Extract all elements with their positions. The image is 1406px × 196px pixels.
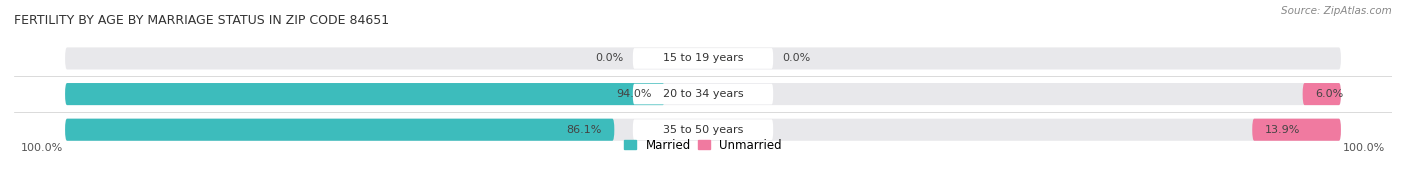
FancyBboxPatch shape bbox=[65, 47, 1341, 70]
FancyBboxPatch shape bbox=[65, 119, 614, 141]
Text: 86.1%: 86.1% bbox=[567, 125, 602, 135]
FancyBboxPatch shape bbox=[1302, 83, 1341, 105]
Text: 0.0%: 0.0% bbox=[783, 54, 811, 64]
Text: 100.0%: 100.0% bbox=[1343, 143, 1385, 153]
Legend: Married, Unmarried: Married, Unmarried bbox=[620, 134, 786, 156]
Text: 94.0%: 94.0% bbox=[616, 89, 652, 99]
Text: 100.0%: 100.0% bbox=[21, 143, 63, 153]
Text: 0.0%: 0.0% bbox=[595, 54, 623, 64]
FancyBboxPatch shape bbox=[1253, 119, 1341, 141]
FancyBboxPatch shape bbox=[633, 119, 773, 140]
FancyBboxPatch shape bbox=[65, 119, 1341, 141]
FancyBboxPatch shape bbox=[65, 83, 1341, 105]
Text: 35 to 50 years: 35 to 50 years bbox=[662, 125, 744, 135]
FancyBboxPatch shape bbox=[633, 48, 773, 69]
Text: Source: ZipAtlas.com: Source: ZipAtlas.com bbox=[1281, 6, 1392, 16]
Text: 20 to 34 years: 20 to 34 years bbox=[662, 89, 744, 99]
FancyBboxPatch shape bbox=[633, 84, 773, 104]
FancyBboxPatch shape bbox=[65, 83, 665, 105]
Text: 6.0%: 6.0% bbox=[1316, 89, 1344, 99]
Text: FERTILITY BY AGE BY MARRIAGE STATUS IN ZIP CODE 84651: FERTILITY BY AGE BY MARRIAGE STATUS IN Z… bbox=[14, 14, 389, 27]
Text: 13.9%: 13.9% bbox=[1265, 125, 1301, 135]
Text: 15 to 19 years: 15 to 19 years bbox=[662, 54, 744, 64]
